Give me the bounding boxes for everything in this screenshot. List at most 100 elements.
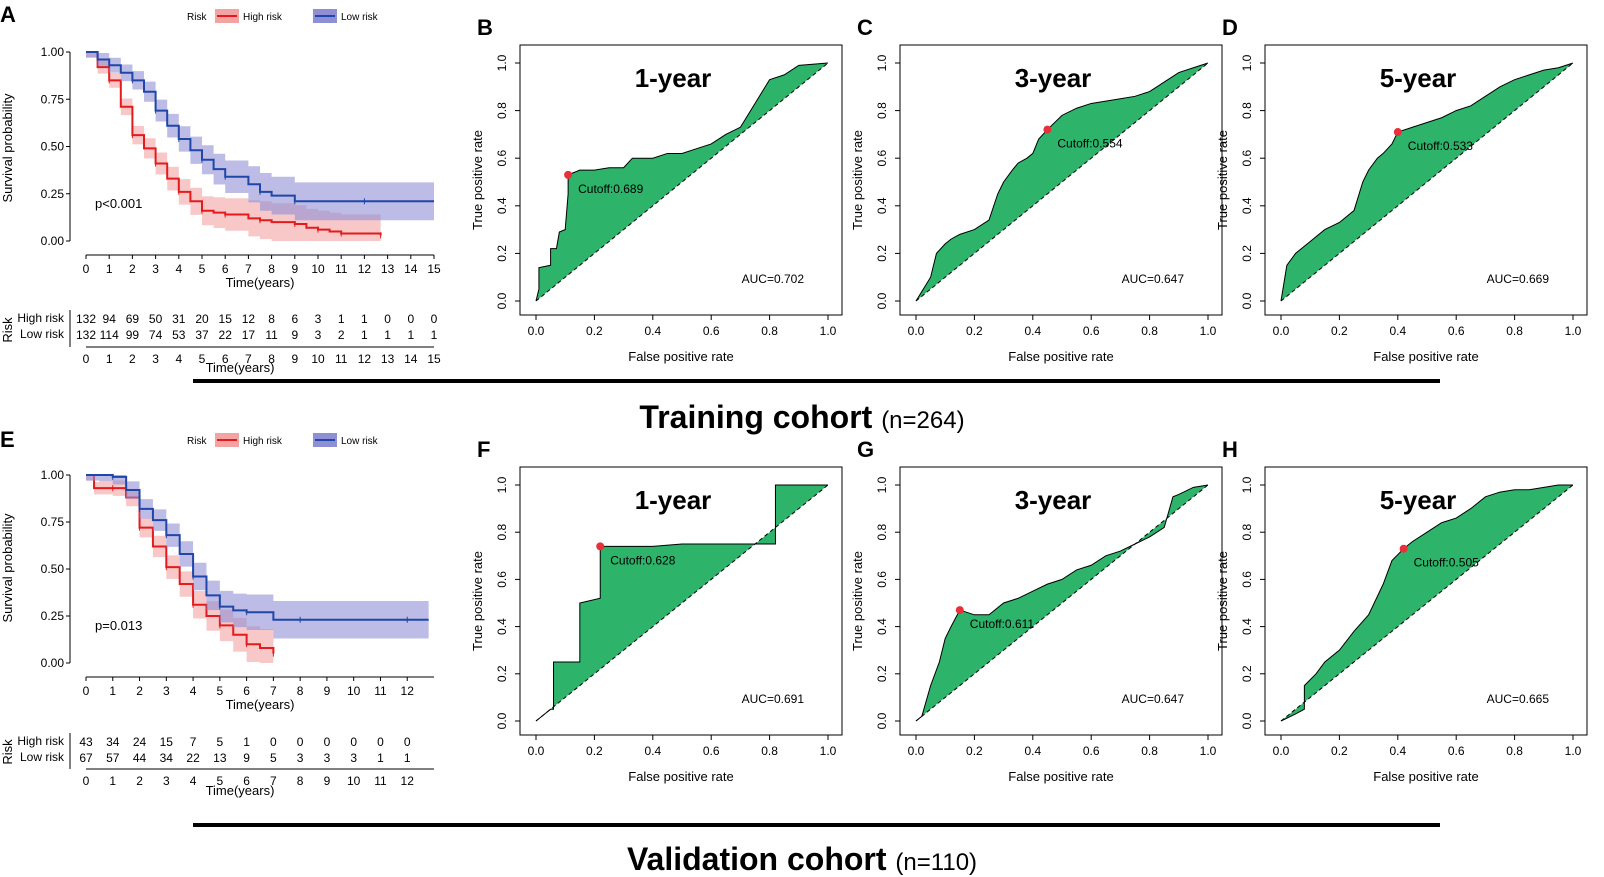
roc-y-tick-label: 0.2 (1240, 245, 1254, 262)
risk-count: 94 (103, 312, 117, 326)
roc-x-tick-label: 0.0 (1273, 324, 1290, 338)
km-x-axis-label: Time(years) (226, 697, 295, 712)
risk-count: 22 (186, 751, 200, 765)
risk-count: 13 (213, 751, 227, 765)
roc-plot-frame (899, 44, 1223, 316)
roc-title: 1-year (635, 63, 712, 93)
risk-count: 0 (404, 735, 411, 749)
risk-count: 1 (338, 312, 345, 326)
risk-row-name: High risk (17, 311, 65, 325)
roc-title: 3-year (1015, 485, 1092, 515)
roc-x-tick-label: 0.2 (966, 324, 983, 338)
roc-curve (535, 484, 828, 722)
roc-y-tick-label: 0.4 (1240, 197, 1254, 214)
panel-label-B: B (477, 15, 493, 40)
roc-cutoff-point (1393, 128, 1402, 137)
roc-y-tick-label: 0.4 (495, 197, 509, 214)
panel-label-A: A (0, 2, 16, 27)
roc-x-tick-label: 0.0 (1273, 744, 1290, 758)
km-x-tick-label: 4 (190, 684, 197, 698)
risk-count: 5 (270, 751, 277, 765)
roc-x-axis-label: False positive rate (1008, 769, 1114, 784)
roc-cutoff-label: Cutoff:0.554 (1057, 137, 1122, 151)
km-pvalue: p<0.001 (95, 196, 142, 211)
km-x-tick-label: 14 (404, 262, 418, 276)
km-x-tick-label: 2 (136, 684, 143, 698)
risk-count: 74 (149, 328, 163, 342)
roc-title: 5-year (1380, 485, 1457, 515)
roc-y-tick-label: 0.6 (1240, 571, 1254, 588)
roc-y-tick-label: 0.4 (495, 618, 509, 635)
roc-x-tick-label: 1.0 (820, 324, 837, 338)
km-x-tick-label: 3 (152, 262, 159, 276)
risk-x-tick-label: 9 (324, 774, 331, 788)
roc-y-axis-label: True positive rate (470, 551, 485, 651)
roc-x-tick-label: 0.6 (703, 744, 720, 758)
risk-count: 3 (297, 751, 304, 765)
legend-title: Risk (187, 12, 207, 23)
cohort-title-text: Validation cohort (627, 841, 895, 877)
risk-count: 11 (265, 328, 278, 342)
risk-count: 1 (431, 328, 438, 342)
roc-x-tick-label: 1.0 (1200, 324, 1217, 338)
risk-x-tick-label: 2 (129, 352, 136, 366)
risk-count: 34 (160, 751, 174, 765)
roc-x-tick-label: 0.0 (908, 324, 925, 338)
cohort-n-text: (n=110) (895, 849, 977, 876)
risk-row-name: Low risk (20, 750, 65, 764)
risk-count: 0 (431, 312, 438, 326)
panel-label-C: C (857, 15, 873, 40)
km-x-tick-label: 10 (347, 684, 361, 698)
risk-x-tick-label: 7 (245, 352, 252, 366)
roc-curve (535, 62, 829, 302)
roc-y-tick-label: 0.0 (1240, 712, 1254, 729)
km-x-tick-label: 12 (401, 684, 415, 698)
km-x-tick-label: 3 (163, 684, 170, 698)
roc-title: 3-year (1015, 63, 1092, 93)
risk-x-tick-label: 11 (335, 352, 348, 366)
risk-x-tick-label: 0 (83, 352, 90, 366)
roc-title: 1-year (635, 485, 712, 515)
roc-auc-label: AUC=0.691 (742, 692, 805, 706)
roc-y-tick-label: 1.0 (875, 476, 889, 493)
roc-x-axis-label: False positive rate (1373, 769, 1479, 784)
roc-x-tick-label: 0.2 (586, 324, 603, 338)
risk-x-tick-label: 4 (175, 352, 182, 366)
roc-auc-label: AUC=0.669 (1487, 272, 1550, 286)
roc-y-tick-label: 0.6 (495, 150, 509, 167)
risk-x-tick-label: 6 (222, 352, 229, 366)
km-pvalue: p=0.013 (95, 618, 142, 633)
risk-count: 0 (407, 312, 414, 326)
risk-table-label: Risk (0, 739, 15, 765)
roc-y-tick-label: 1.0 (1240, 54, 1254, 71)
risk-x-tick-label: 1 (106, 352, 113, 366)
roc-x-tick-label: 0.6 (1448, 744, 1465, 758)
km-x-tick-label: 8 (268, 262, 275, 276)
roc-plot-frame (1264, 44, 1588, 316)
risk-count: 1 (377, 751, 384, 765)
roc-cutoff-label: Cutoff:0.628 (610, 553, 675, 567)
roc-x-tick-label: 0.4 (1024, 744, 1041, 758)
roc-auc-label: AUC=0.647 (1122, 272, 1185, 286)
roc-y-tick-label: 0.2 (875, 245, 889, 262)
risk-x-tick-label: 12 (358, 352, 372, 366)
roc-y-axis-label: True positive rate (850, 551, 865, 651)
risk-x-tick-label: 5 (199, 352, 206, 366)
roc-x-tick-label: 0.6 (1083, 324, 1100, 338)
roc-auc-label: AUC=0.665 (1487, 692, 1550, 706)
roc-x-tick-label: 1.0 (1200, 744, 1217, 758)
risk-count: 57 (106, 751, 120, 765)
km-x-tick-label: 12 (358, 262, 372, 276)
roc-y-tick-label: 0.6 (875, 150, 889, 167)
risk-x-tick-label: 5 (217, 774, 224, 788)
roc-x-tick-label: 1.0 (1565, 744, 1582, 758)
km-x-tick-label: 6 (243, 684, 250, 698)
roc-y-axis-label: True positive rate (470, 130, 485, 230)
risk-count: 6 (291, 312, 298, 326)
roc-cutoff-point (1399, 544, 1408, 553)
risk-x-tick-label: 11 (374, 774, 387, 788)
risk-x-tick-label: 15 (427, 352, 441, 366)
roc-y-tick-label: 0.8 (1240, 102, 1254, 119)
roc-cutoff-label: Cutoff:0.505 (1414, 556, 1479, 570)
roc-y-tick-label: 1.0 (495, 54, 509, 71)
